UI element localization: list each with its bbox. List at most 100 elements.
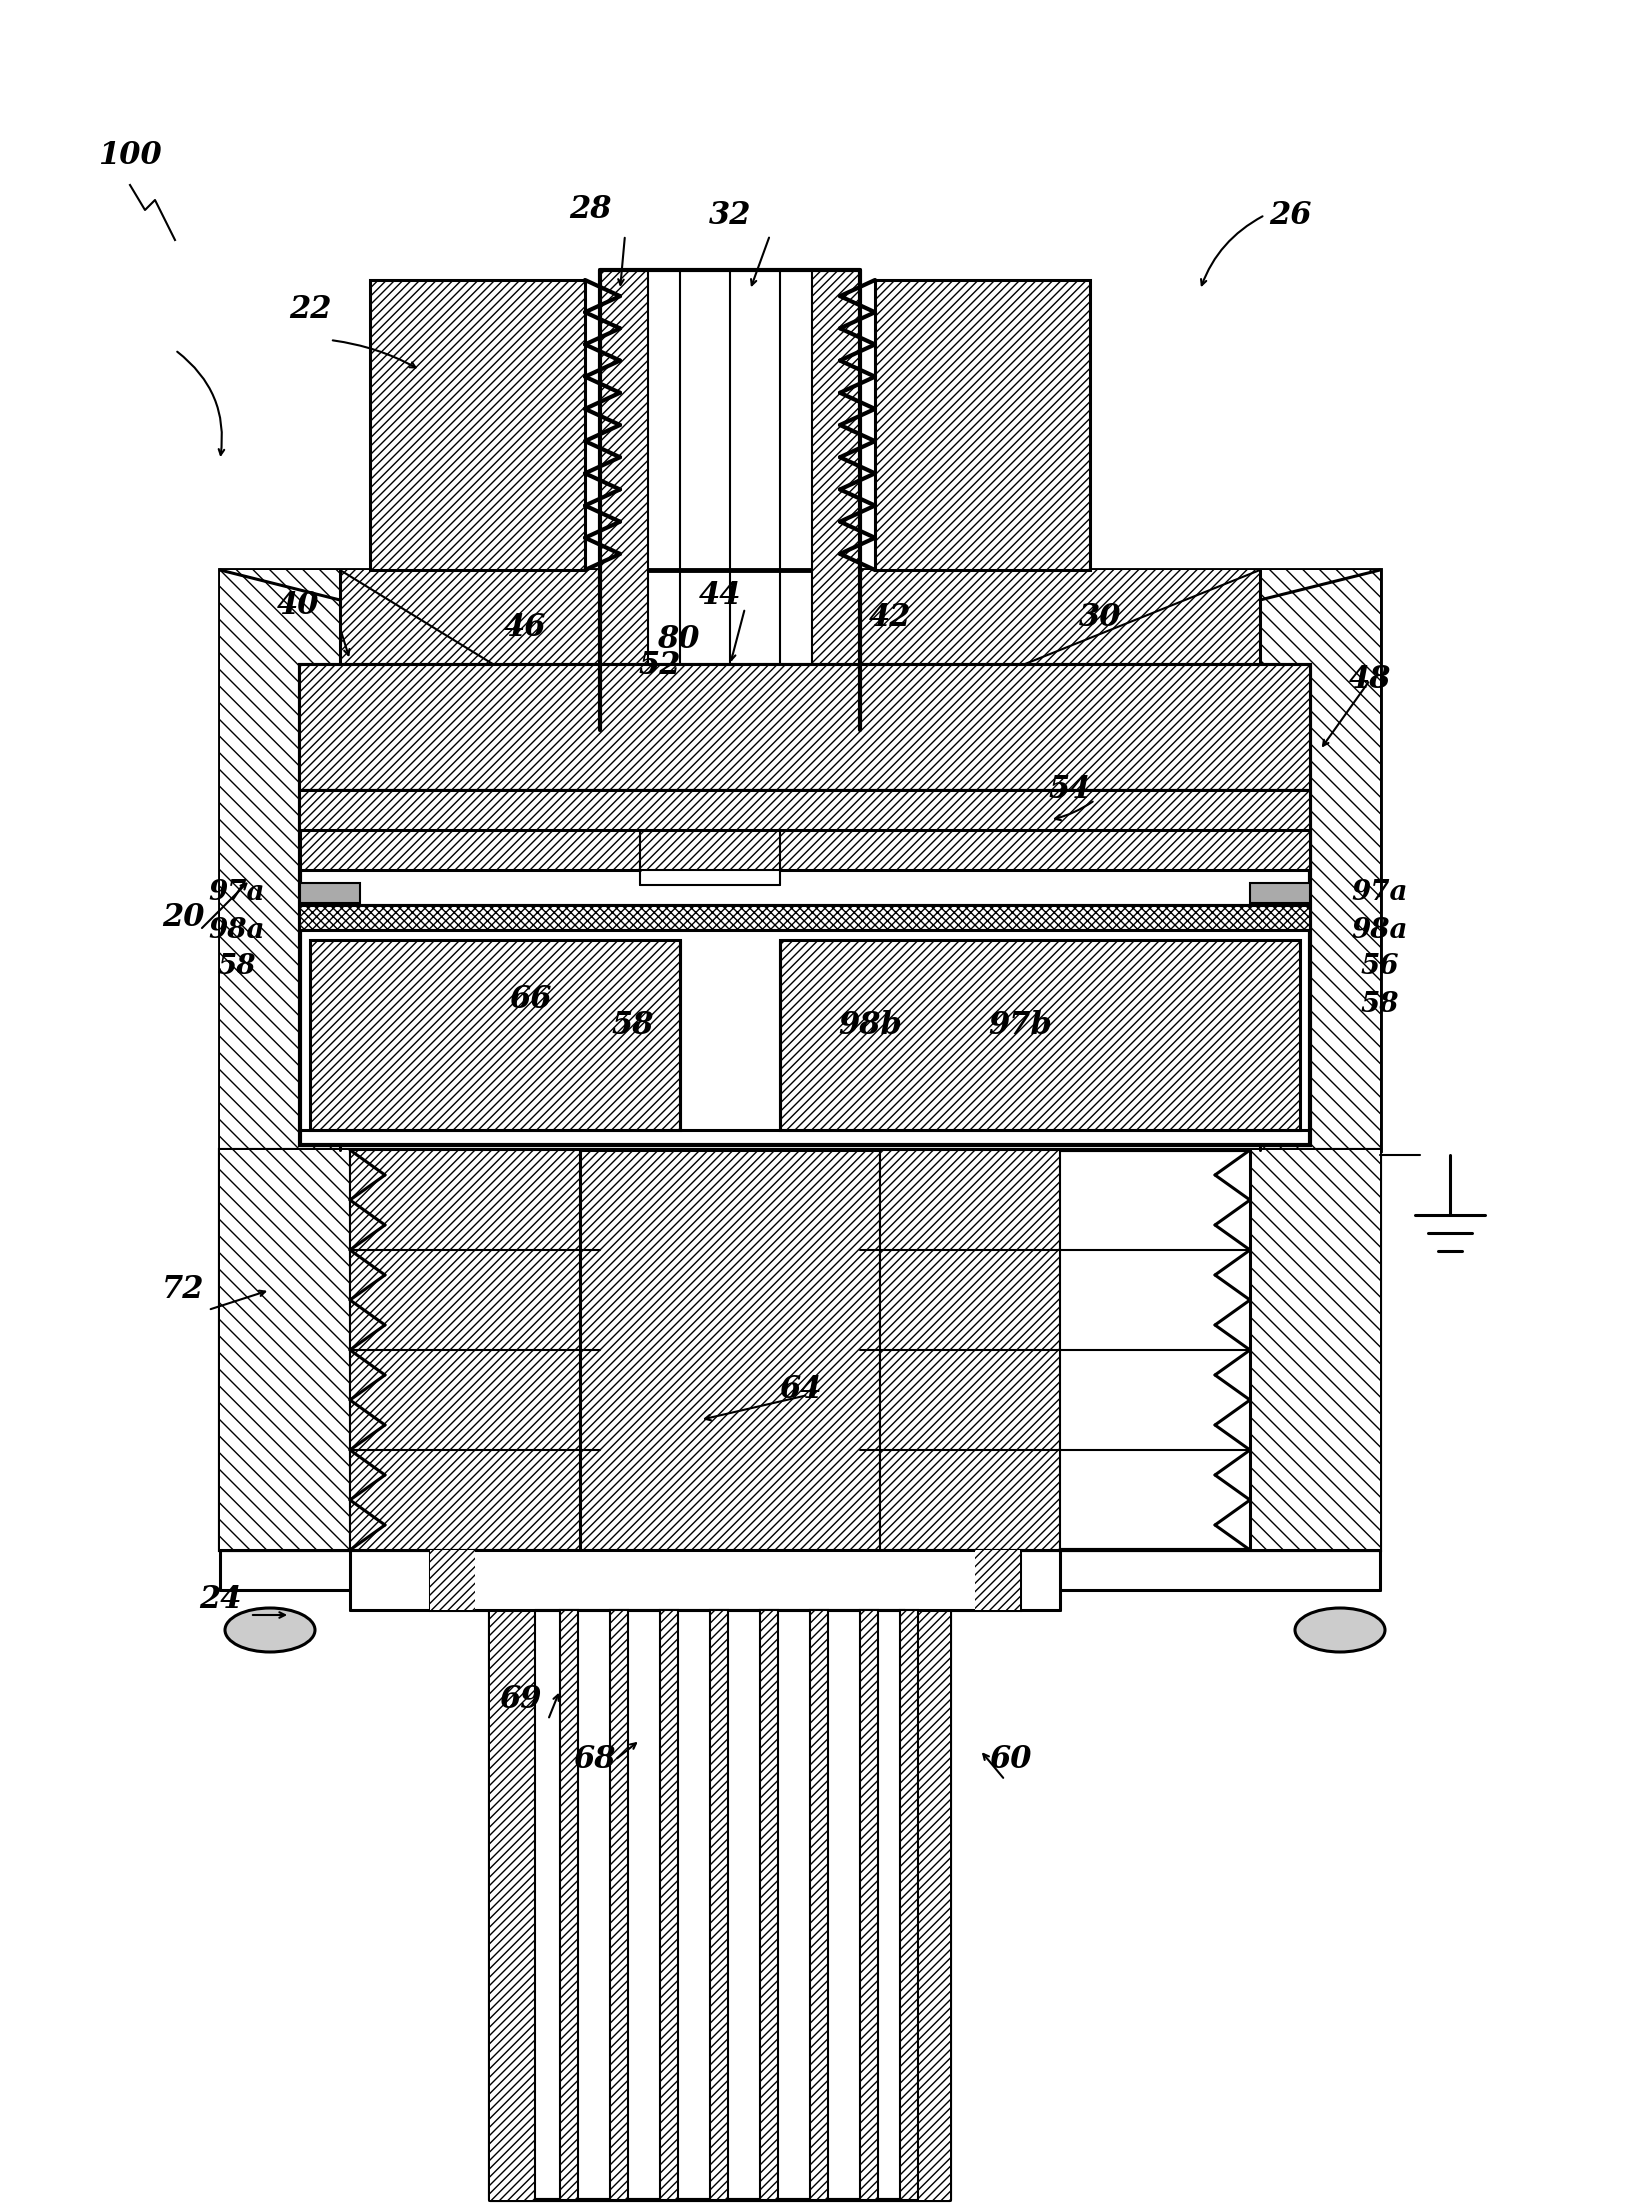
Bar bbox=[1251, 1149, 1380, 1549]
Text: 80: 80 bbox=[656, 625, 699, 656]
Text: 68: 68 bbox=[573, 1744, 616, 1775]
Bar bbox=[300, 665, 1310, 789]
Text: 44: 44 bbox=[699, 579, 742, 610]
Bar bbox=[350, 1149, 579, 1549]
Bar bbox=[431, 1549, 475, 1611]
Text: 52: 52 bbox=[638, 650, 681, 681]
Bar bbox=[779, 939, 1300, 1129]
Bar bbox=[881, 1149, 1061, 1549]
Bar bbox=[810, 1611, 828, 2199]
Bar bbox=[300, 789, 1310, 871]
Bar bbox=[611, 1611, 629, 2199]
Text: 48: 48 bbox=[1349, 665, 1391, 696]
Text: 72: 72 bbox=[162, 1275, 205, 1306]
Bar bbox=[876, 281, 1090, 570]
Bar bbox=[560, 1611, 578, 2199]
Bar bbox=[370, 281, 584, 570]
Bar bbox=[350, 1149, 579, 1549]
Bar bbox=[219, 570, 1380, 1149]
Bar bbox=[900, 1611, 918, 2199]
Bar bbox=[812, 270, 859, 729]
Bar bbox=[340, 570, 601, 729]
Bar bbox=[859, 1611, 877, 2199]
Ellipse shape bbox=[1295, 1609, 1385, 1653]
Bar bbox=[431, 1549, 1020, 1611]
Bar bbox=[489, 1611, 535, 2199]
Bar bbox=[881, 1149, 1061, 1549]
Text: 58: 58 bbox=[1360, 990, 1400, 1017]
Bar bbox=[601, 270, 648, 729]
Bar bbox=[489, 1611, 535, 2199]
Bar bbox=[1251, 1149, 1380, 1549]
Bar bbox=[219, 1149, 1380, 1549]
Bar bbox=[300, 665, 1310, 1145]
Bar bbox=[431, 1549, 475, 1611]
Text: 98b: 98b bbox=[838, 1010, 902, 1041]
Text: 46: 46 bbox=[504, 612, 547, 643]
Bar bbox=[779, 831, 1310, 871]
Bar bbox=[370, 281, 584, 570]
Bar bbox=[905, 1611, 949, 2199]
Bar bbox=[760, 1611, 778, 2199]
Bar bbox=[812, 270, 859, 729]
Text: 58: 58 bbox=[218, 953, 257, 981]
Text: 97a: 97a bbox=[1352, 880, 1408, 906]
Text: 64: 64 bbox=[779, 1375, 822, 1406]
Bar bbox=[876, 281, 1090, 570]
Text: 66: 66 bbox=[509, 983, 552, 1017]
Bar bbox=[859, 570, 1260, 729]
Bar bbox=[660, 1611, 678, 2199]
Bar bbox=[859, 1611, 877, 2199]
Text: 58: 58 bbox=[612, 1010, 655, 1041]
Bar bbox=[340, 570, 601, 729]
Text: 97a: 97a bbox=[210, 880, 265, 906]
Bar bbox=[760, 1611, 778, 2199]
Bar bbox=[976, 1549, 1020, 1611]
Text: 98a: 98a bbox=[1352, 917, 1408, 944]
Bar bbox=[300, 665, 1310, 789]
Text: 28: 28 bbox=[568, 194, 611, 225]
Ellipse shape bbox=[224, 1609, 314, 1653]
Bar bbox=[300, 906, 1310, 930]
Bar bbox=[579, 1149, 881, 1549]
Text: 97b: 97b bbox=[989, 1010, 1053, 1041]
Bar bbox=[300, 884, 360, 904]
Bar bbox=[859, 570, 1260, 729]
Text: 22: 22 bbox=[288, 294, 331, 325]
Bar bbox=[309, 939, 679, 1129]
Bar bbox=[976, 1549, 1020, 1611]
Bar bbox=[579, 1149, 881, 1549]
Bar bbox=[300, 789, 1310, 871]
Text: 30: 30 bbox=[1079, 603, 1121, 634]
Text: 69: 69 bbox=[499, 1684, 542, 1715]
Text: 20: 20 bbox=[162, 902, 205, 933]
Bar bbox=[300, 831, 640, 871]
Bar bbox=[560, 1611, 578, 2199]
Text: 54: 54 bbox=[1049, 774, 1092, 804]
Bar bbox=[219, 570, 340, 1149]
Bar bbox=[810, 1611, 828, 2199]
Bar bbox=[779, 939, 1300, 1129]
Bar bbox=[710, 1611, 728, 2199]
Bar bbox=[1260, 570, 1380, 1149]
Text: 42: 42 bbox=[869, 603, 912, 634]
Bar bbox=[1251, 884, 1310, 904]
Bar bbox=[905, 1611, 949, 2199]
Bar bbox=[300, 906, 1310, 930]
Bar bbox=[1260, 570, 1380, 1149]
Text: 24: 24 bbox=[198, 1585, 241, 1616]
Bar bbox=[900, 1611, 918, 2199]
Bar bbox=[309, 939, 679, 1129]
Text: 60: 60 bbox=[989, 1744, 1031, 1775]
Text: 26: 26 bbox=[1269, 199, 1311, 230]
Bar bbox=[219, 1149, 350, 1549]
Bar bbox=[219, 1149, 350, 1549]
Text: 56: 56 bbox=[1360, 953, 1400, 981]
Bar bbox=[779, 831, 1310, 871]
Bar bbox=[300, 831, 640, 871]
Bar bbox=[660, 1611, 678, 2199]
Text: 100: 100 bbox=[98, 139, 162, 170]
Text: 40: 40 bbox=[277, 590, 319, 621]
Text: 32: 32 bbox=[709, 199, 751, 230]
Bar bbox=[601, 270, 648, 729]
